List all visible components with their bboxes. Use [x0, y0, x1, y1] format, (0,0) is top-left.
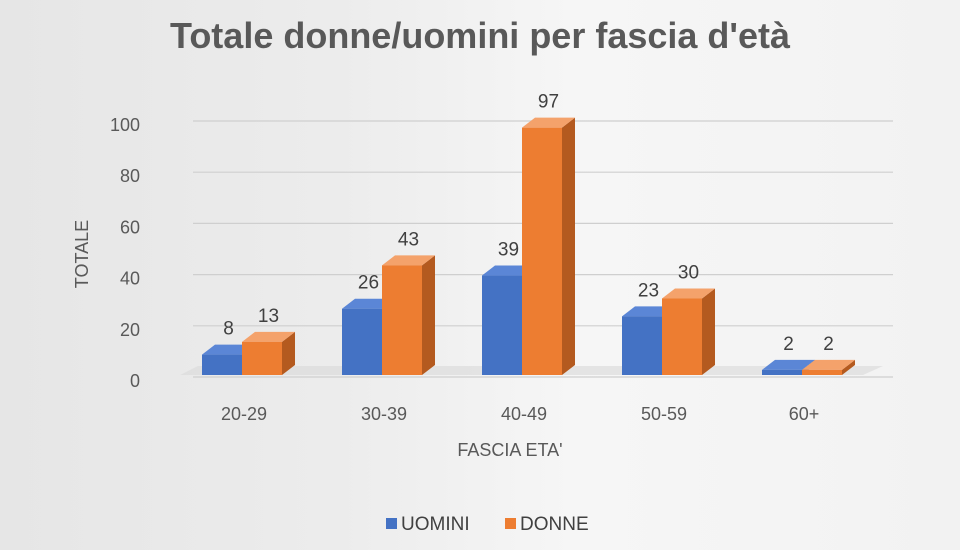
y-axis-ticks: 0 20 40 60 80 100 [110, 115, 140, 391]
bar-top [382, 255, 435, 266]
data-label: 30 [678, 263, 699, 284]
legend-swatch [386, 518, 397, 529]
legend-label: DONNE [520, 514, 589, 535]
y-tick-label: 100 [110, 115, 140, 135]
x-tick-label: 40-49 [501, 404, 547, 424]
y-tick-label: 20 [120, 320, 140, 340]
data-labels: 8 13 26 43 39 97 23 30 2 2 [223, 92, 834, 355]
data-label: 26 [358, 273, 379, 294]
bar-top [622, 306, 675, 317]
bar-front [202, 354, 242, 375]
y-axis-label: TOTALE [72, 220, 92, 288]
data-label: 2 [823, 334, 834, 355]
bar-front [242, 341, 282, 375]
data-label: 13 [258, 306, 279, 327]
bar-top [202, 344, 255, 355]
bar-top [522, 117, 575, 128]
x-tick-label: 50-59 [641, 404, 687, 424]
bar-side [562, 117, 575, 376]
data-label: 97 [538, 92, 559, 113]
bar-top [762, 359, 815, 370]
bar-donne-50-59 [662, 288, 715, 375]
bar-front [762, 369, 802, 375]
x-tick-label: 20-29 [221, 404, 267, 424]
x-axis-ticks: 20-29 30-39 40-49 50-59 60+ [221, 404, 819, 424]
bar-side [842, 359, 855, 375]
bar-top [342, 298, 395, 309]
x-axis-label: FASCIA ETA' [457, 440, 562, 460]
bar-top [662, 288, 715, 299]
bar-donne-40-49 [522, 117, 575, 376]
legend: UOMINI DONNE [386, 514, 589, 535]
bars [202, 117, 855, 376]
bar-donne-60+ [802, 359, 855, 375]
data-label: 8 [223, 319, 234, 340]
bar-front [382, 265, 422, 375]
bar-top [242, 331, 295, 342]
bar-front [662, 298, 702, 375]
bar-side [282, 331, 295, 375]
legend-label: UOMINI [401, 514, 470, 535]
bar-top [482, 265, 535, 276]
y-tick-label: 40 [120, 269, 140, 289]
bar-front [802, 369, 842, 375]
legend-swatch [505, 518, 516, 529]
x-tick-label: 30-39 [361, 404, 407, 424]
data-label: 23 [638, 280, 659, 301]
data-label: 43 [398, 229, 419, 250]
legend-item-donne: DONNE [505, 514, 589, 535]
y-tick-label: 0 [130, 371, 140, 391]
data-label: 2 [783, 334, 794, 355]
y-tick-label: 60 [120, 217, 140, 237]
bar-donne-30-39 [382, 255, 435, 375]
y-tick-label: 80 [120, 166, 140, 186]
bar-top [802, 359, 855, 370]
x-tick-label: 60+ [789, 404, 820, 424]
chart-title: Totale donne/uomini per fascia d'età [170, 15, 791, 56]
bar-front [342, 308, 382, 375]
legend-item-uomini: UOMINI [386, 514, 470, 535]
bar-front [522, 127, 562, 376]
data-label: 39 [498, 240, 519, 261]
bar-front [482, 275, 522, 375]
bar-side [422, 255, 435, 375]
bar-front [622, 316, 662, 375]
bar-donne-20-29 [242, 331, 295, 375]
bar-side [702, 288, 715, 375]
